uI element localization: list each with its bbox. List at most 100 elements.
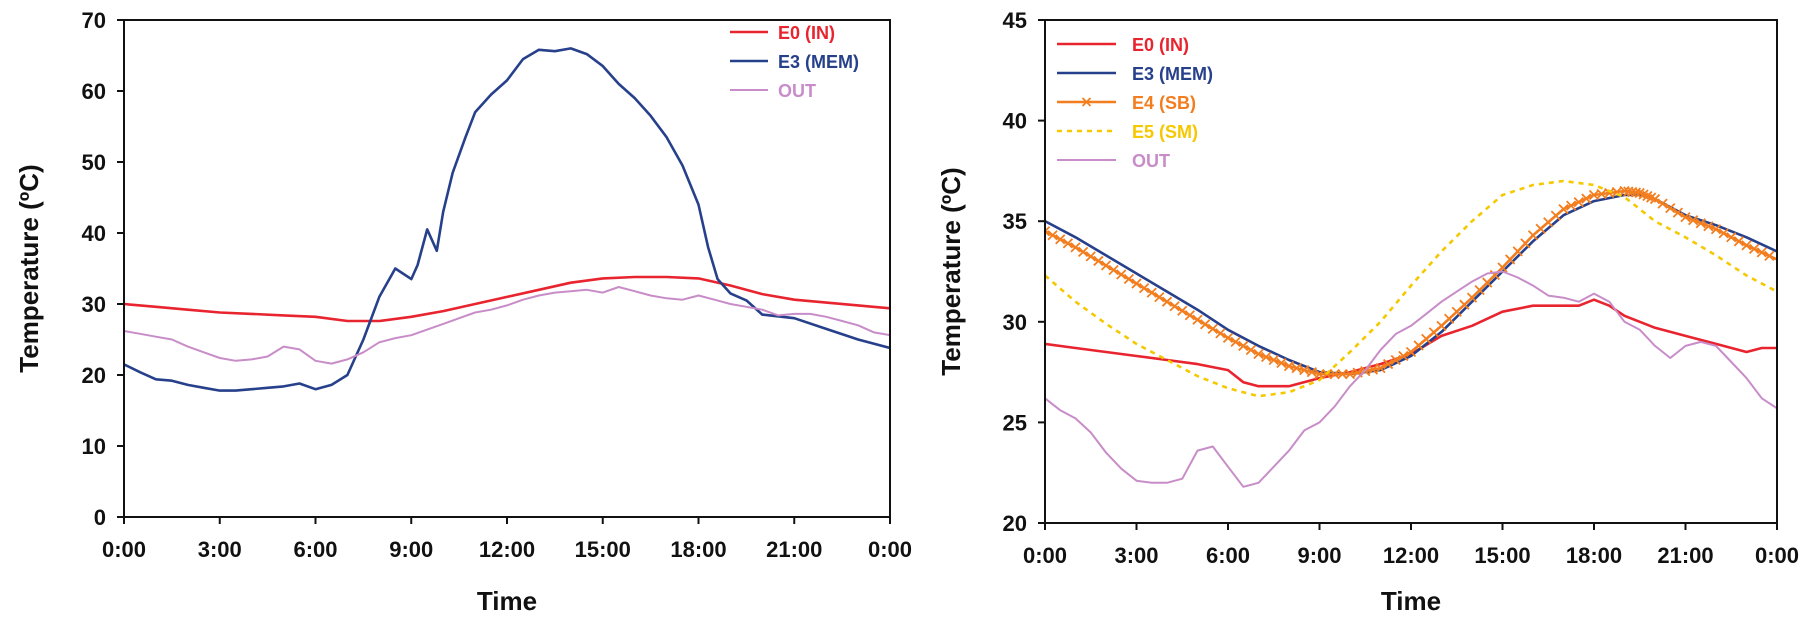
x-axis-title: Time — [477, 586, 537, 616]
data-point-marker — [1367, 364, 1379, 375]
series-line-e5-sm — [1045, 179, 1777, 398]
data-point-marker — [1398, 350, 1409, 362]
data-point-marker — [1375, 362, 1386, 374]
y-tick-label: 25 — [1003, 410, 1027, 435]
series-markers-e4-sb — [1045, 185, 1775, 380]
series-line-out — [1045, 270, 1777, 488]
plot-frame — [123, 19, 891, 518]
legend-label: E3 (MEM) — [1132, 64, 1213, 84]
data-point-marker — [1558, 203, 1569, 215]
chart-2: 20 25 30 35 40 45 0:00 3:00 6:00 9:00 12:00 15:00 18… — [936, 8, 1799, 616]
x-tick-label: 18:00 — [670, 537, 726, 562]
data-point-marker — [1733, 236, 1745, 247]
data-point-marker — [1169, 301, 1180, 312]
data-point-marker — [1703, 221, 1714, 232]
x-tick-label: 0:00 — [1023, 543, 1067, 568]
data-point-marker — [1680, 212, 1691, 223]
data-point-marker — [1748, 243, 1760, 255]
data-point-marker — [1718, 228, 1729, 239]
data-point-marker — [1085, 251, 1096, 262]
data-point-marker — [1512, 246, 1523, 257]
y-tick-label: 40 — [1003, 109, 1027, 134]
y-tick-label: 70 — [82, 8, 106, 33]
data-point-marker — [1756, 247, 1767, 258]
data-point-marker — [1207, 323, 1218, 334]
data-point-marker — [1260, 351, 1272, 363]
data-point-marker — [1337, 368, 1348, 380]
y-tick-label: 10 — [82, 434, 106, 459]
data-point-marker — [1123, 273, 1135, 285]
data-point-marker — [1192, 314, 1203, 325]
x-tick-label: 15:00 — [1474, 543, 1530, 568]
legend: E0 (IN) E3 (MEM) E4 (SB) E5 (SM) OUT — [1057, 35, 1213, 171]
data-point-marker — [1230, 336, 1241, 348]
data-point-marker — [1238, 340, 1249, 352]
data-point-marker — [1687, 215, 1699, 226]
x-tick-label: 3:00 — [198, 537, 242, 562]
legend-marker — [1081, 97, 1092, 107]
data-point-marker — [1504, 254, 1516, 265]
data-point-marker — [1764, 250, 1775, 262]
y-tick-label: 60 — [82, 79, 106, 104]
plot-area — [1045, 179, 1777, 488]
x-tick-label: 0:00 — [1755, 543, 1799, 568]
data-point-marker — [1283, 360, 1295, 372]
data-point-marker — [1573, 196, 1584, 208]
y-tick-label: 20 — [1003, 511, 1027, 536]
data-point-marker — [1055, 234, 1066, 245]
data-point-marker — [1474, 284, 1485, 296]
series-line-e3-mem — [124, 47, 890, 392]
x-axis-title: Time — [1381, 586, 1441, 616]
data-point-marker — [1565, 200, 1577, 211]
y-tick-label: 40 — [82, 221, 106, 246]
data-point-marker — [1741, 240, 1752, 251]
legend-label: E4 (SB) — [1132, 93, 1196, 113]
data-point-marker — [1100, 260, 1112, 271]
data-point-marker — [1161, 296, 1173, 307]
data-point-marker — [1276, 357, 1287, 369]
data-point-marker — [1108, 264, 1119, 276]
data-point-marker — [1245, 344, 1257, 356]
data-point-marker — [1726, 232, 1737, 243]
data-point-marker — [1077, 246, 1089, 258]
x-tick-label: 9:00 — [1297, 543, 1341, 568]
data-point-marker — [1482, 277, 1493, 288]
data-point-marker — [1710, 224, 1722, 235]
x-tick-label: 0:00 — [868, 537, 912, 562]
data-point-marker — [1299, 364, 1310, 376]
x-tick-label: 3:00 — [1114, 543, 1158, 568]
data-point-marker — [1344, 368, 1356, 380]
y-axis-title: Temperature (ºC) — [14, 164, 44, 372]
legend-label: E0 (IN) — [1132, 35, 1189, 55]
data-point-marker — [1199, 319, 1211, 330]
data-point-marker — [1154, 292, 1165, 303]
data-point-marker — [1581, 193, 1592, 204]
data-point-marker — [1116, 269, 1127, 280]
y-tick-label: 0 — [94, 505, 106, 530]
legend-label: E3 (MEM) — [778, 52, 859, 72]
data-point-marker — [1520, 238, 1531, 249]
series-line-e0-in — [1045, 298, 1777, 388]
y-tick-label: 50 — [82, 150, 106, 175]
x-tick-label: 9:00 — [389, 537, 433, 562]
x-tick-label: 12:00 — [1383, 543, 1439, 568]
data-point-marker — [1184, 310, 1196, 321]
series-line-out — [124, 286, 890, 365]
y-tick-label: 35 — [1003, 209, 1027, 234]
series-line-e0-in — [124, 275, 890, 323]
y-tick-label: 30 — [82, 292, 106, 317]
data-point-marker — [1306, 366, 1318, 378]
legend-label: OUT — [778, 81, 816, 101]
series-line-e4-sb — [1045, 189, 1777, 376]
y-tick-label: 20 — [82, 363, 106, 388]
data-point-marker — [1382, 358, 1394, 370]
data-point-marker — [1045, 226, 1051, 237]
data-point-marker — [1138, 282, 1150, 294]
data-point-marker — [1665, 202, 1676, 214]
data-point-marker — [1222, 332, 1234, 344]
x-tick-label: 21:00 — [1657, 543, 1713, 568]
data-point-marker — [1215, 328, 1226, 339]
x-tick-label: 15:00 — [575, 537, 631, 562]
data-point-marker — [1146, 287, 1157, 298]
